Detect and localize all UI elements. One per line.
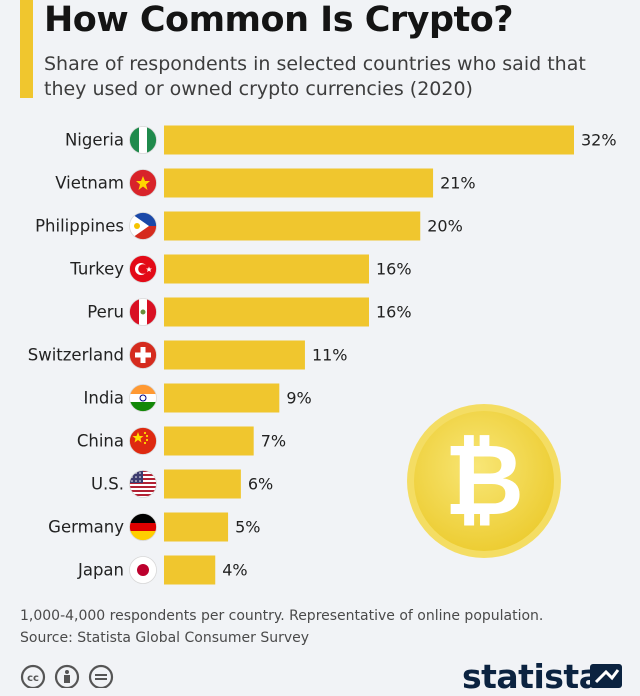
bar	[164, 512, 229, 542]
brand-mark-icon	[590, 664, 622, 688]
value-label: 4%	[222, 561, 247, 580]
category-label: Japan	[77, 561, 124, 580]
philippines-flag-icon	[129, 212, 157, 240]
brand-logo: statista	[462, 657, 601, 696]
japan-flag-icon	[129, 556, 157, 584]
bar	[164, 254, 369, 284]
nigeria-flag-icon	[129, 126, 157, 154]
category-label: Peru	[87, 303, 124, 322]
license-icons: cc	[20, 664, 114, 688]
germany-flag-icon	[129, 513, 157, 541]
bar	[164, 168, 434, 198]
bitcoin-coin-icon: ₿	[407, 404, 561, 558]
title-accent-bar	[20, 0, 33, 98]
svg-text:₿: ₿	[444, 424, 524, 538]
switzerland-flag-icon	[129, 341, 157, 369]
category-label: Turkey	[69, 260, 124, 279]
value-label: 16%	[376, 303, 412, 322]
bar-row-nigeria: Nigeria 32%	[65, 125, 617, 155]
bar	[164, 211, 421, 241]
category-label: U.S.	[91, 475, 124, 494]
category-label: Switzerland	[28, 346, 124, 365]
value-label: 32%	[581, 131, 617, 150]
category-label: Germany	[48, 518, 124, 537]
bar-row-switzerland: Switzerland 11%	[28, 340, 348, 370]
bar-row-philippines: Philippines 20%	[35, 211, 463, 241]
bar-row-peru: Peru 16%	[87, 297, 412, 327]
bar	[164, 383, 280, 413]
peru-flag-icon	[129, 298, 157, 326]
bar-row-vietnam: Vietnam 21%	[55, 168, 476, 198]
cc-icon: cc	[20, 664, 46, 688]
bar	[164, 555, 216, 585]
chart-title: How Common Is Crypto?	[44, 0, 514, 40]
turkey-flag-icon	[129, 255, 157, 283]
value-label: 21%	[440, 174, 476, 193]
bar	[164, 340, 305, 370]
bar	[164, 469, 241, 499]
category-label: China	[77, 432, 124, 451]
category-label: Philippines	[35, 217, 124, 236]
bar	[164, 297, 369, 327]
footnote-source: Source: Statista Global Consumer Survey	[20, 630, 310, 646]
bar-row-china: China 7%	[77, 426, 286, 456]
value-label: 16%	[376, 260, 412, 279]
chart-subtitle: Share of respondents in selected countri…	[44, 53, 586, 100]
china-flag-icon	[129, 427, 157, 455]
value-label: 20%	[427, 217, 463, 236]
bar-row-germany: Germany 5%	[48, 512, 260, 542]
value-label: 7%	[261, 432, 286, 451]
footnote: 1,000-4,000 respondents per country. Rep…	[20, 605, 543, 649]
vietnam-flag-icon	[129, 169, 157, 197]
bar	[164, 125, 574, 155]
value-label: 9%	[286, 389, 311, 408]
bar-row-u-s: U.S. 6%	[91, 469, 273, 499]
bar-row-turkey: Turkey 16%	[69, 254, 412, 284]
bar-chart: ₿ Nigeria 32% Vietnam 21% Philippines 20% Turk…	[28, 125, 617, 585]
bar-row-india: India 9%	[84, 383, 312, 413]
value-label: 5%	[235, 518, 260, 537]
bar-row-japan: Japan 4%	[77, 555, 248, 585]
category-label: India	[84, 389, 125, 408]
by-icon	[54, 664, 80, 688]
value-label: 6%	[248, 475, 273, 494]
footnote-note: 1,000-4,000 respondents per country. Rep…	[20, 608, 544, 624]
value-label: 11%	[312, 346, 348, 365]
svg-text:cc: cc	[27, 673, 39, 684]
category-label: Vietnam	[55, 174, 124, 193]
category-label: Nigeria	[65, 131, 124, 150]
india-flag-icon	[129, 384, 157, 412]
nd-icon	[88, 664, 114, 688]
us-flag-icon	[129, 470, 157, 498]
bar	[164, 426, 254, 456]
